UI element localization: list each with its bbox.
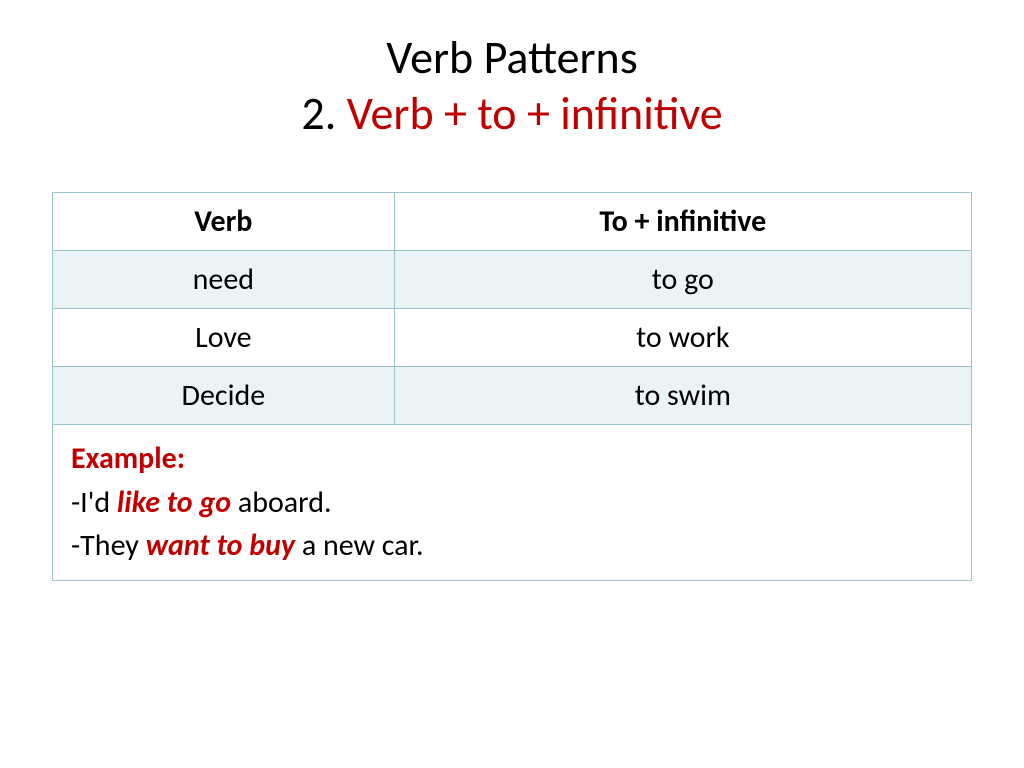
- verb-pattern-table: Verb To + infinitive need to go Love to …: [52, 192, 972, 581]
- table-example-row: Example: -I'd like to go aboard. -They w…: [53, 425, 972, 581]
- table-row: Decide to swim: [53, 367, 972, 425]
- cell-verb: Love: [53, 309, 395, 367]
- example-cell: Example: -I'd like to go aboard. -They w…: [53, 425, 972, 581]
- title-line2: 2. Verb + to + infinitive: [50, 86, 974, 142]
- example-sentence-2: -They want to buy a new car.: [71, 527, 424, 564]
- example-label: Example:: [71, 440, 185, 477]
- cell-verb: Decide: [53, 367, 395, 425]
- sent1-emph: like to go: [117, 484, 231, 521]
- cell-infinitive: to work: [394, 309, 971, 367]
- table-header-row: Verb To + infinitive: [53, 193, 972, 251]
- title-line1: Verb Patterns: [50, 30, 974, 86]
- cell-infinitive: to swim: [394, 367, 971, 425]
- title-number: 2.: [301, 86, 336, 142]
- example-sentence-1: -I'd like to go aboard.: [71, 484, 332, 521]
- sent1-post: aboard.: [231, 484, 332, 521]
- sent1-pre: -I'd: [71, 484, 117, 521]
- sent2-post: a new car.: [295, 527, 424, 564]
- cell-infinitive: to go: [394, 251, 971, 309]
- sent2-pre: -They: [71, 527, 146, 564]
- header-verb: Verb: [53, 193, 395, 251]
- title-subtitle: Verb + to + infinitive: [347, 86, 723, 142]
- table-row: Love to work: [53, 309, 972, 367]
- header-infinitive: To + infinitive: [394, 193, 971, 251]
- slide-title: Verb Patterns 2. Verb + to + infinitive: [50, 30, 974, 142]
- sent2-emph: want to buy: [146, 527, 295, 564]
- cell-verb: need: [53, 251, 395, 309]
- table-row: need to go: [53, 251, 972, 309]
